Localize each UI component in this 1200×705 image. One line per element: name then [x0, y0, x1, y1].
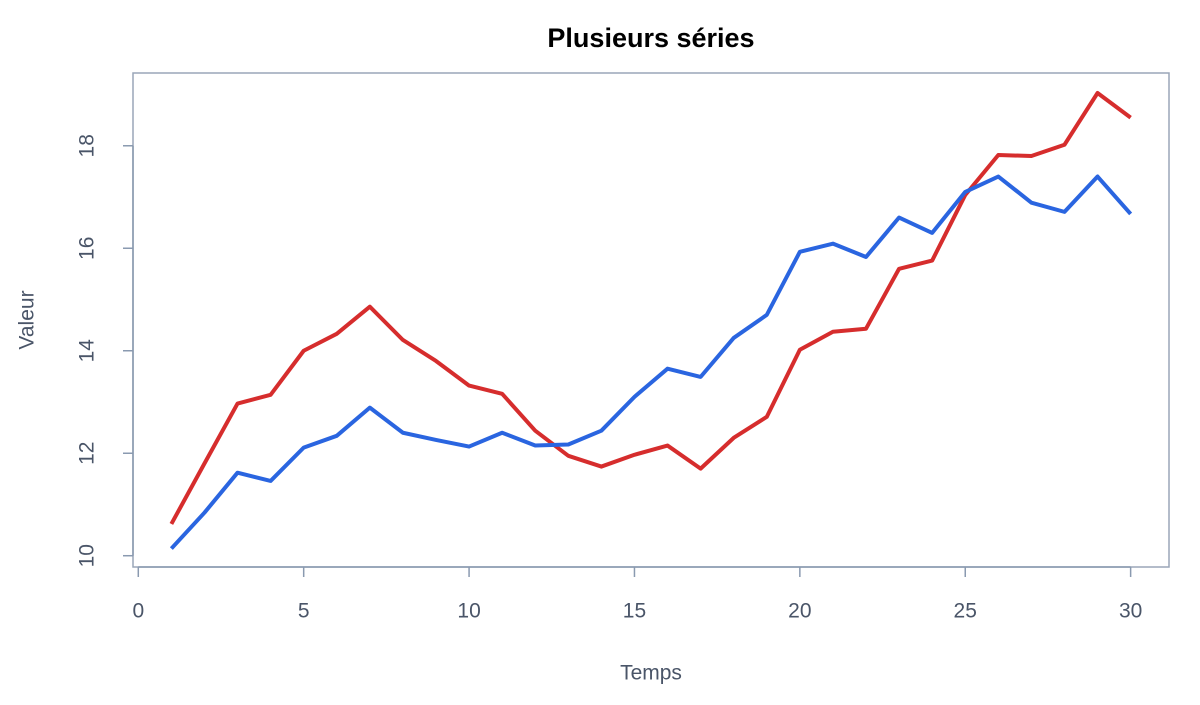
y-tick-label: 18 — [76, 134, 99, 157]
y-axis-label: Valeur — [16, 290, 39, 349]
x-tick-label: 20 — [788, 600, 811, 623]
x-tick-label: 0 — [132, 600, 144, 623]
y-tick-label: 10 — [76, 544, 99, 567]
y-tick-label: 12 — [76, 442, 99, 465]
x-tick-label: 10 — [457, 600, 480, 623]
y-tick-label: 14 — [76, 339, 99, 363]
chart-title: Plusieurs séries — [547, 23, 754, 53]
x-tick-label: 30 — [1119, 600, 1142, 623]
x-tick-label: 5 — [298, 600, 310, 623]
x-tick-label: 15 — [623, 600, 646, 623]
plot-frame — [132, 72, 1170, 568]
x-tick-label: 25 — [954, 600, 977, 623]
series-line — [169, 90, 1132, 525]
y-tick-label: 16 — [76, 237, 99, 260]
series-line — [169, 174, 1133, 550]
x-axis-label: Temps — [620, 662, 682, 685]
